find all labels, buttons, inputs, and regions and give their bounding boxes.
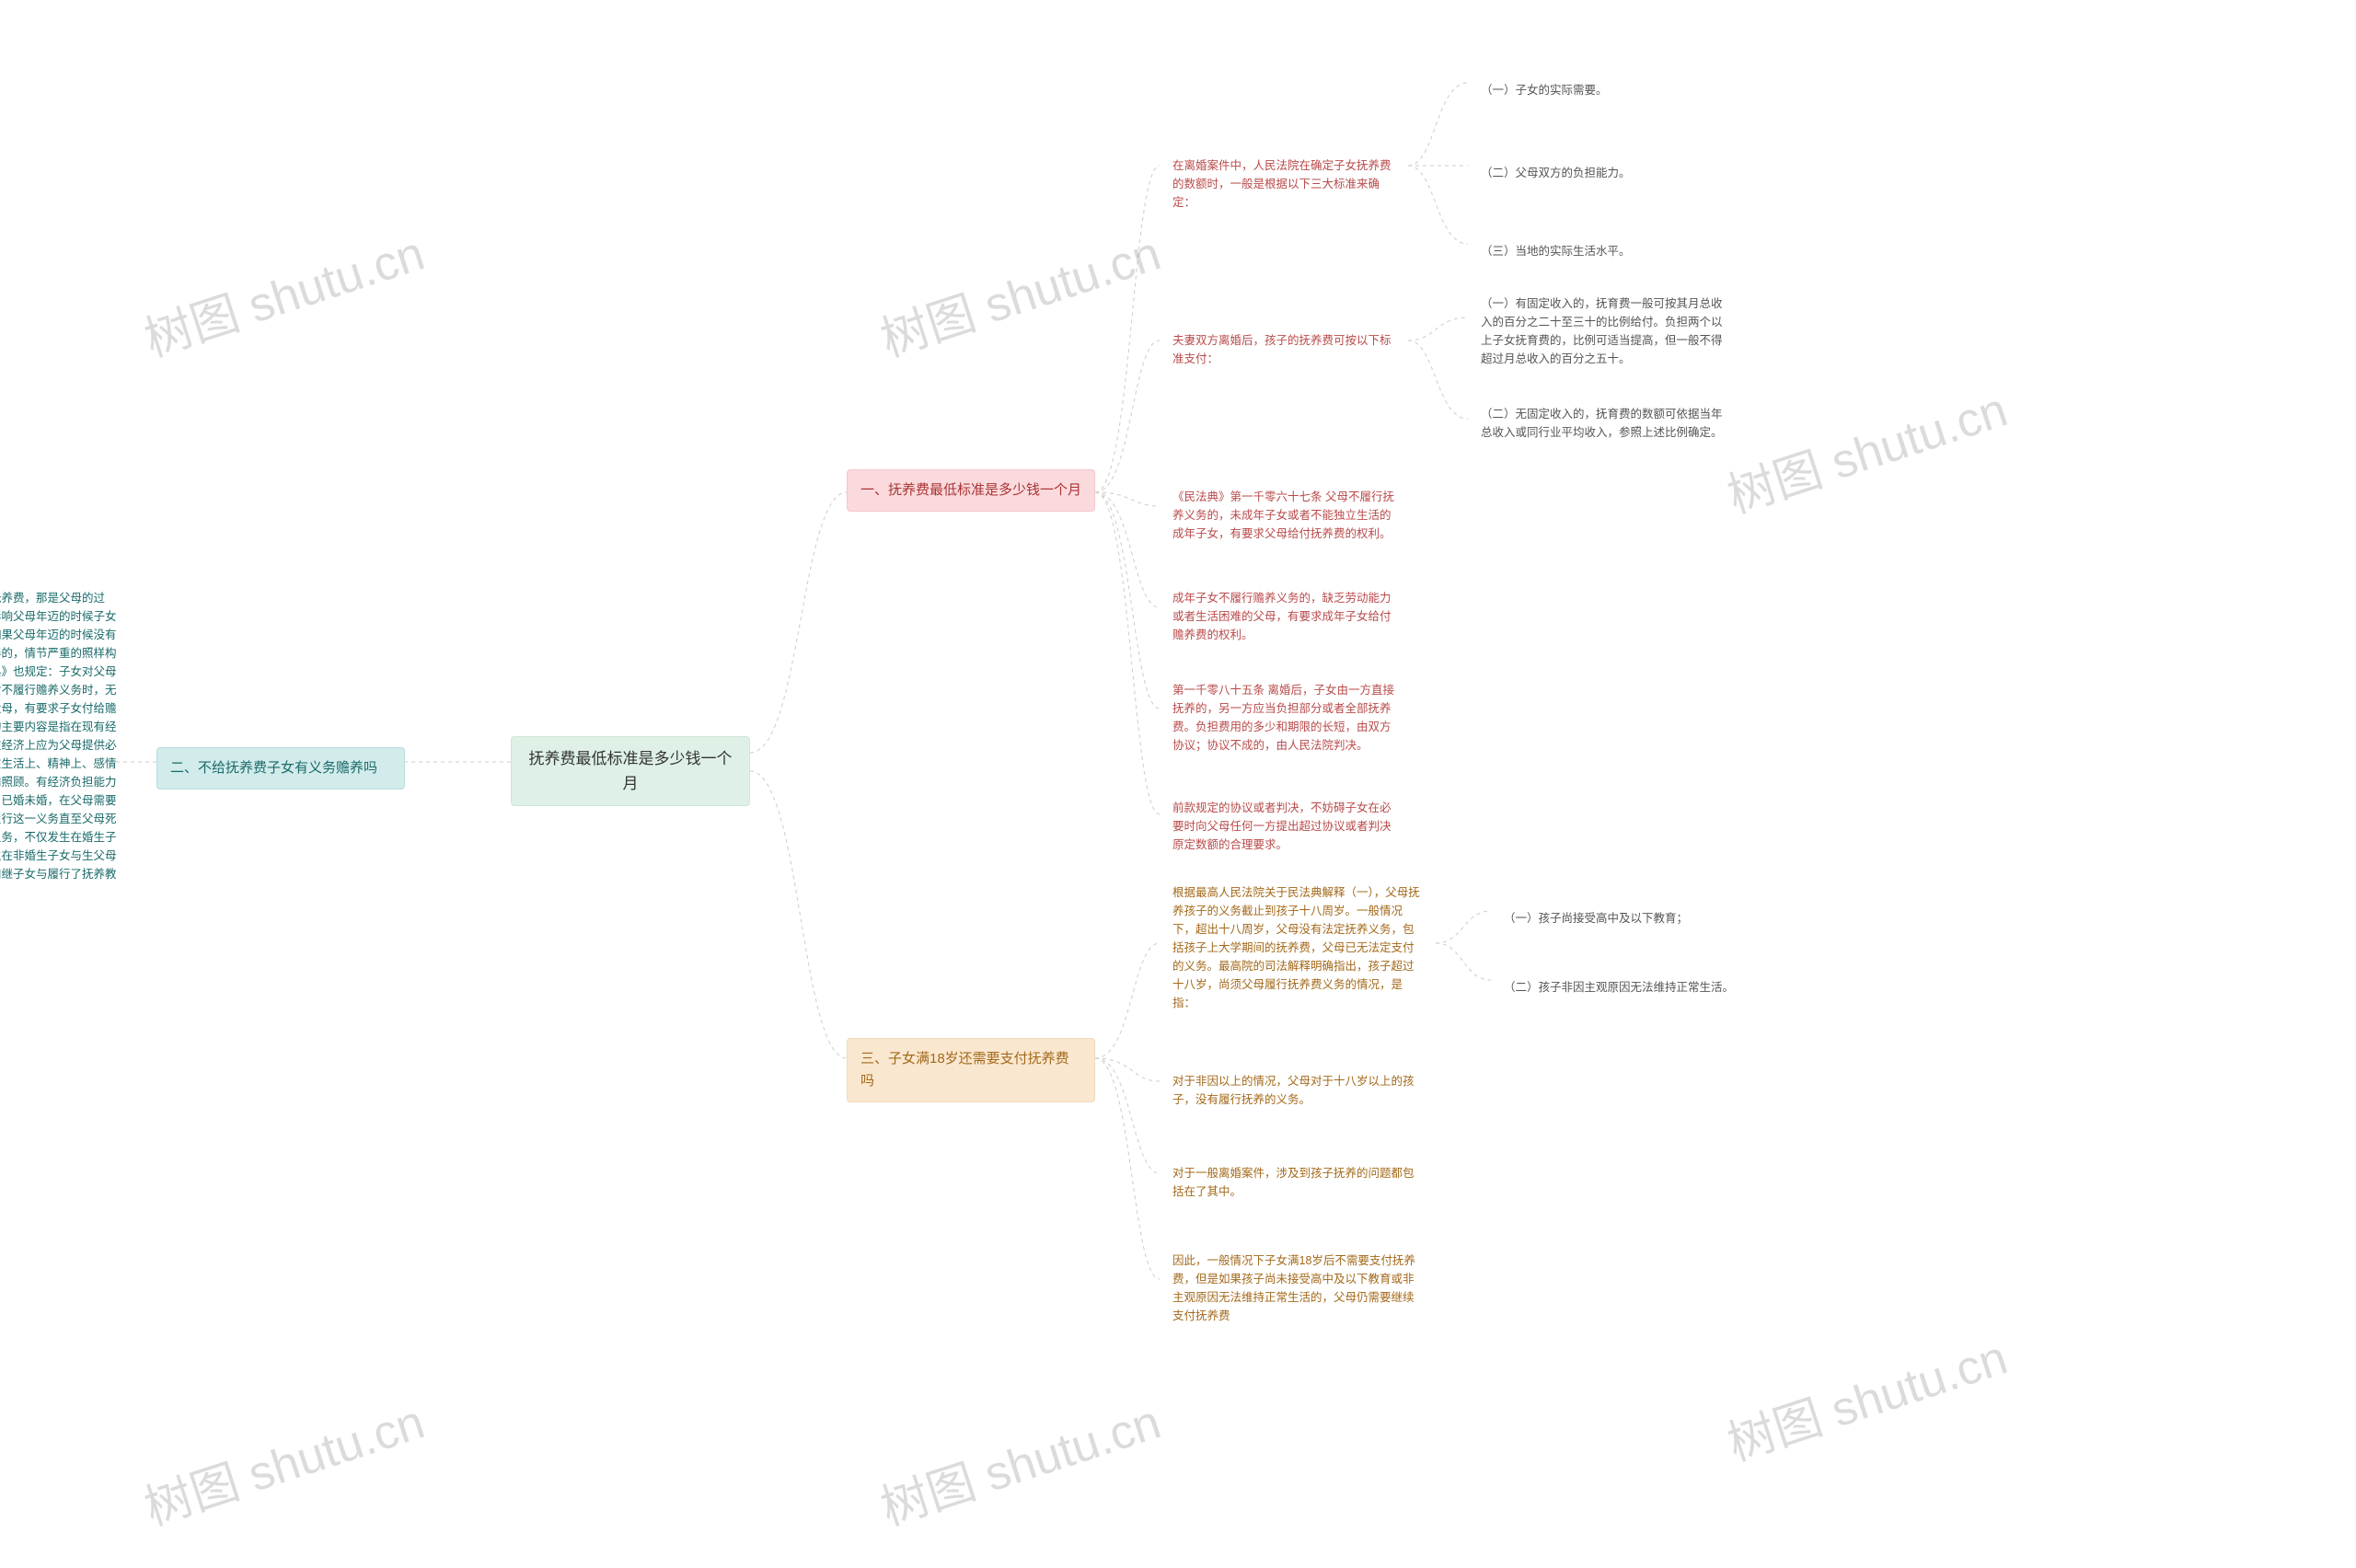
b1-n2b: （二）无固定收入的，抚育费的数额可依据当年总收入或同行业平均收入，参照上述比例确… bbox=[1468, 396, 1739, 451]
b1-n6: 前款规定的协议或者判决，不妨碍子女在必要时向父母任何一方提出超过协议或者判决原定… bbox=[1160, 790, 1408, 863]
b3-n4-text: 因此，一般情况下子女满18岁后不需要支付抚养费，但是如果孩子尚未接受高中及以下教… bbox=[1172, 1254, 1415, 1322]
b1-n3-text: 《民法典》第一千零六十七条 父母不履行抚养义务的，未成年子女或者不能独立生活的成… bbox=[1172, 490, 1394, 540]
watermark: 树图 shutu.cn bbox=[134, 214, 432, 370]
branch-2-leaf-1-text: 有，如果父母不给孩子抚养费，那是父母的过错。但是这种过错并不影响父母年迈的时候子… bbox=[0, 592, 117, 899]
watermark: 树图 shutu.cn bbox=[134, 1383, 432, 1539]
watermark: 树图 shutu.cn bbox=[1717, 1319, 2015, 1474]
branch-1-label: 一、抚养费最低标准是多少钱一个月 bbox=[860, 482, 1081, 498]
root-label: 抚养费最低标准是多少钱一个月 bbox=[529, 750, 733, 792]
b1-n1c: （三）当地的实际生活水平。 bbox=[1468, 233, 1739, 270]
branch-3-label: 三、子女满18岁还需要支付抚养费吗 bbox=[860, 1051, 1069, 1089]
b1-n2a: （一）有固定收入的，抚育费一般可按其月总收入的百分之二十至三十的比例给付。负担两… bbox=[1468, 285, 1739, 377]
b1-n6-text: 前款规定的协议或者判决，不妨碍子女在必要时向父母任何一方提出超过协议或者判决原定… bbox=[1172, 801, 1392, 851]
b1-n1a: （一）子女的实际需要。 bbox=[1468, 72, 1739, 109]
branch-2-label: 二、不给抚养费子女有义务赡养吗 bbox=[170, 760, 377, 776]
b1-n2a-text: （一）有固定收入的，抚育费一般可按其月总收入的百分之二十至三十的比例给付。负担两… bbox=[1481, 297, 1723, 365]
watermark: 树图 shutu.cn bbox=[1717, 371, 2015, 526]
b1-n2b-text: （二）无固定收入的，抚育费的数额可依据当年总收入或同行业平均收入，参照上述比例确… bbox=[1481, 408, 1723, 439]
b1-n1: 在离婚案件中，人民法院在确定子女抚养费的数额时，一般是根据以下三大标准来确定： bbox=[1160, 147, 1408, 221]
b1-n5-text: 第一千零八十五条 离婚后，子女由一方直接抚养的，另一方应当负担部分或者全部抚养费… bbox=[1172, 684, 1394, 752]
b3-n2: 对于非因以上的情况，父母对于十八岁以上的孩子，没有履行抚养的义务。 bbox=[1160, 1063, 1436, 1118]
b1-n1-text: 在离婚案件中，人民法院在确定子女抚养费的数额时，一般是根据以下三大标准来确定： bbox=[1172, 159, 1392, 209]
b3-n4: 因此，一般情况下子女满18岁后不需要支付抚养费，但是如果孩子尚未接受高中及以下教… bbox=[1160, 1242, 1436, 1334]
branch-2-leaf-1: 有，如果父母不给孩子抚养费，那是父母的过错。但是这种过错并不影响父母年迈的时候子… bbox=[0, 580, 133, 911]
b1-n5: 第一千零八十五条 离婚后，子女由一方直接抚养的，另一方应当负担部分或者全部抚养费… bbox=[1160, 672, 1408, 764]
watermark: 树图 shutu.cn bbox=[871, 214, 1168, 370]
branch-3[interactable]: 三、子女满18岁还需要支付抚养费吗 bbox=[847, 1038, 1095, 1102]
b3-n1-text: 根据最高人民法院关于民法典解释（一），父母抚养孩子的义务截止到孩子十八周岁。一般… bbox=[1172, 886, 1420, 1009]
b3-n3: 对于一般离婚案件，涉及到孩子抚养的问题都包括在了其中。 bbox=[1160, 1155, 1436, 1210]
b3-n1a-text: （一）孩子尚接受高中及以下教育； bbox=[1504, 912, 1688, 925]
branch-2[interactable]: 二、不给抚养费子女有义务赡养吗 bbox=[156, 747, 405, 790]
b1-n2-text: 夫妻双方离婚后，孩子的抚养费可按以下标准支付： bbox=[1172, 334, 1392, 365]
b1-n4-text: 成年子女不履行赡养义务的，缺乏劳动能力或者生活困难的父母，有要求成年子女给付赡养… bbox=[1172, 592, 1392, 641]
b3-n2-text: 对于非因以上的情况，父母对于十八岁以上的孩子，没有履行抚养的义务。 bbox=[1172, 1075, 1415, 1106]
b1-n3: 《民法典》第一千零六十七条 父母不履行抚养义务的，未成年子女或者不能独立生活的成… bbox=[1160, 478, 1408, 552]
b1-n1b-text: （二）父母双方的负担能力。 bbox=[1481, 167, 1631, 179]
b1-n1b: （二）父母双方的负担能力。 bbox=[1468, 155, 1739, 191]
b1-n2: 夫妻双方离婚后，孩子的抚养费可按以下标准支付： bbox=[1160, 322, 1408, 377]
b3-n1b-text: （二）孩子非因主观原因无法维持正常生活。 bbox=[1504, 981, 1734, 994]
branch-1[interactable]: 一、抚养费最低标准是多少钱一个月 bbox=[847, 469, 1095, 512]
b1-n1c-text: （三）当地的实际生活水平。 bbox=[1481, 245, 1631, 258]
b3-n1: 根据最高人民法院关于民法典解释（一），父母抚养孩子的义务截止到孩子十八周岁。一般… bbox=[1160, 874, 1436, 1021]
root-node[interactable]: 抚养费最低标准是多少钱一个月 bbox=[511, 736, 750, 806]
watermark: 树图 shutu.cn bbox=[871, 1383, 1168, 1539]
b3-n3-text: 对于一般离婚案件，涉及到孩子抚养的问题都包括在了其中。 bbox=[1172, 1167, 1415, 1198]
b1-n1a-text: （一）子女的实际需要。 bbox=[1481, 84, 1608, 97]
b1-n4: 成年子女不履行赡养义务的，缺乏劳动能力或者生活困难的父母，有要求成年子女给付赡养… bbox=[1160, 580, 1408, 653]
b3-n1a: （一）孩子尚接受高中及以下教育； bbox=[1491, 900, 1762, 937]
b3-n1b: （二）孩子非因主观原因无法维持正常生活。 bbox=[1491, 969, 1762, 1006]
